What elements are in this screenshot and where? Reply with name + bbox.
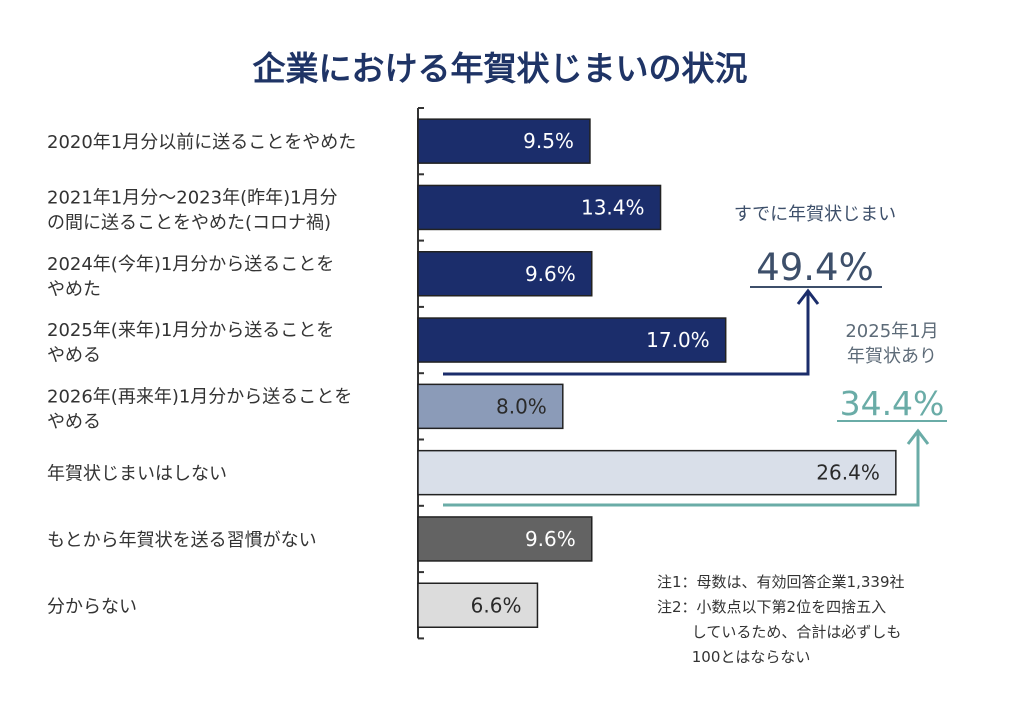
footnote: しているため、合計は必ずしも [657, 623, 901, 641]
arrow-already-line [443, 292, 810, 376]
data-label: 17.0% [646, 328, 710, 352]
category-label: 2021年1月分～2023年(昨年)1月分 [47, 187, 338, 208]
data-label: 26.4% [816, 461, 880, 485]
data-label: 6.6% [471, 593, 522, 617]
footnote: 注2：小数点以下第2位を四捨五入 [657, 598, 886, 616]
bar [417, 251, 593, 297]
category-label: 2020年1月分以前に送ることをやめた [47, 132, 356, 153]
bar [417, 118, 591, 164]
data-label: 9.5% [523, 129, 574, 153]
data-label: 13.4% [581, 195, 645, 219]
annotation-still-label: 年賀状あり [847, 346, 937, 367]
annotation-still-label: 2025年1月 [845, 321, 938, 342]
bar [417, 582, 539, 628]
category-label: やめる [47, 345, 101, 366]
footnote: 注1：母数は、有効回答企業1,339社 [657, 573, 905, 591]
data-label: 9.6% [525, 262, 576, 286]
category-label: やめた [47, 279, 101, 300]
bar [417, 184, 662, 231]
bar [417, 383, 564, 430]
data-label: 9.6% [525, 527, 576, 551]
bar [417, 516, 593, 562]
annotation-still-value: 34.4% [840, 384, 945, 423]
category-label: 2026年(再来年)1月分から送ることを [47, 386, 352, 407]
footnote: 100とはならない [657, 648, 810, 666]
arrow-still-line [443, 432, 920, 507]
category-label: もとから年賀状を送る習慣がない [47, 530, 317, 551]
annotation-already-value: 49.4% [756, 246, 874, 289]
category-label: 分からない [47, 596, 137, 617]
data-label: 8.0% [496, 394, 547, 418]
category-label: 2024年(今年)1月分から送ることを [47, 254, 334, 275]
category-label: やめる [47, 411, 101, 432]
arrow-up-icon [906, 428, 930, 445]
category-label: 2025年(来年)1月分から送ることを [47, 320, 334, 341]
annotation-already-label: すでに年賀状じまい [734, 204, 896, 225]
bar [417, 317, 727, 363]
arrow-up-icon [796, 288, 820, 305]
chart-title: 企業における年賀状じまいの状況 [253, 49, 748, 88]
category-label: の間に送ることをやめた(コロナ禍) [47, 212, 331, 233]
category-label: 年賀状じまいはしない [47, 464, 227, 485]
bar [417, 449, 897, 496]
